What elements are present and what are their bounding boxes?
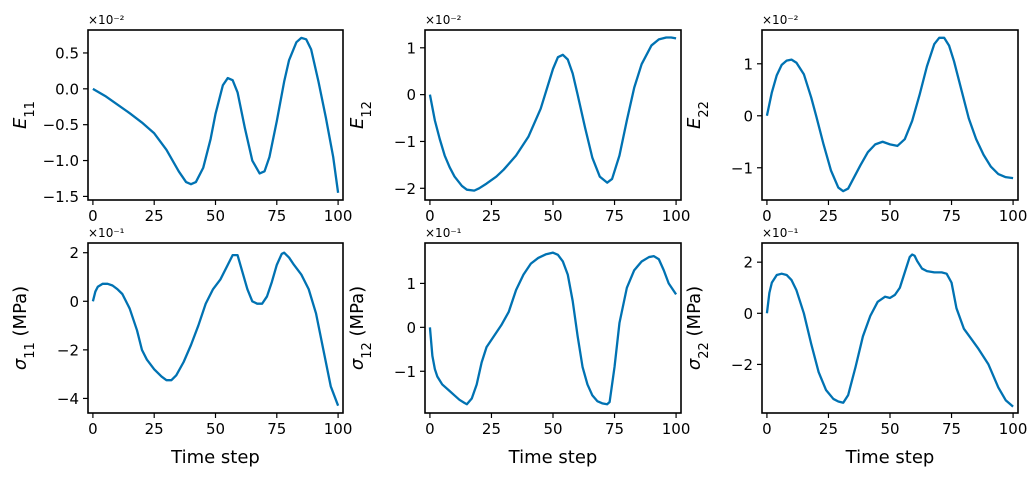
x-tick-label: 100 bbox=[324, 420, 353, 438]
x-tick-label: 25 bbox=[145, 207, 164, 225]
series-line bbox=[428, 251, 678, 406]
y-axis-label: E22 bbox=[684, 101, 712, 129]
x-tick-label: 0 bbox=[762, 207, 772, 225]
axis-multiplier-label: ×10⁻² bbox=[425, 13, 462, 27]
y-tick-label: 2 bbox=[69, 244, 79, 262]
x-axis-label: Time step bbox=[170, 447, 260, 468]
y-tick-label: 1 bbox=[406, 275, 416, 293]
x-tick-label: 50 bbox=[206, 207, 225, 225]
subplot-2: 0 25 50 75 100 −2 −1 0 1 ×10⁻² E12 bbox=[347, 13, 690, 225]
x-tick-label: 0 bbox=[88, 420, 98, 438]
series-line bbox=[428, 36, 677, 192]
y-axis-label: σ11 (MPa) bbox=[10, 286, 38, 370]
series-line bbox=[92, 36, 340, 193]
axis-multiplier-label: ×10⁻² bbox=[88, 13, 125, 27]
x-tick-label: 0 bbox=[425, 207, 435, 225]
x-tick-label: 25 bbox=[819, 420, 838, 438]
y-tick-label: 0.5 bbox=[55, 44, 79, 62]
y-axis-label: E12 bbox=[347, 101, 375, 129]
y-tick-label: 0 bbox=[406, 319, 416, 337]
y-tick-label: −2 bbox=[394, 180, 416, 198]
x-tick-label: 0 bbox=[88, 207, 98, 225]
y-tick-label: 0 bbox=[69, 293, 79, 311]
y-tick-label: 0 bbox=[406, 86, 416, 104]
x-tick-label: 100 bbox=[999, 420, 1028, 438]
series-line bbox=[765, 253, 1014, 408]
y-tick-label: −1 bbox=[394, 133, 416, 151]
axis-multiplier-label: ×10⁻² bbox=[762, 13, 799, 27]
x-tick-label: 25 bbox=[145, 420, 164, 438]
y-tick-label: −2 bbox=[731, 356, 753, 374]
subplot-5: 0 25 50 75 100 −1 0 1 ×10⁻¹ σ12 (MPa) Time step bbox=[347, 226, 690, 468]
axes-frame bbox=[761, 242, 1019, 414]
x-tick-label: 75 bbox=[605, 420, 624, 438]
x-tick-label: 75 bbox=[267, 420, 286, 438]
y-tick-label: 1 bbox=[406, 39, 416, 57]
y-tick-label: 2 bbox=[743, 254, 753, 272]
x-tick-label: 0 bbox=[425, 420, 435, 438]
y-tick-label: 0 bbox=[743, 305, 753, 323]
x-tick-label: 75 bbox=[267, 207, 286, 225]
x-tick-label: 50 bbox=[880, 420, 899, 438]
x-tick-label: 25 bbox=[482, 420, 501, 438]
subplot-3: 0 25 50 75 100 −1 0 1 ×10⁻² E22 bbox=[684, 13, 1027, 225]
subplot-6: 0 25 50 75 100 −2 0 2 ×10⁻¹ σ22 (MPa) Time step bbox=[684, 226, 1027, 468]
axis-multiplier-label: ×10⁻¹ bbox=[88, 226, 125, 240]
y-axis-label: σ22 (MPa) bbox=[684, 286, 712, 370]
y-tick-label: −2 bbox=[57, 341, 79, 359]
x-tick-label: 50 bbox=[543, 420, 562, 438]
x-tick-label: 100 bbox=[999, 207, 1028, 225]
y-axis-label: E11 bbox=[10, 101, 38, 129]
axes-frame bbox=[87, 242, 344, 414]
y-tick-label: 1 bbox=[743, 55, 753, 73]
y-tick-label: −1.5 bbox=[43, 188, 79, 206]
subplot-4: 0 25 50 75 100 −4 −2 0 2 ×10⁻¹ σ11 (MPa) Time step bbox=[10, 226, 352, 468]
y-tick-label: 0 bbox=[743, 107, 753, 125]
y-tick-label: −1 bbox=[731, 159, 753, 177]
series-line bbox=[91, 251, 340, 407]
x-axis-label: Time step bbox=[508, 447, 598, 468]
axes-frame bbox=[761, 29, 1019, 201]
axes-frame bbox=[424, 29, 682, 201]
y-tick-label: −4 bbox=[57, 390, 79, 408]
x-tick-label: 25 bbox=[819, 207, 838, 225]
x-tick-label: 100 bbox=[324, 207, 353, 225]
x-tick-label: 50 bbox=[206, 420, 225, 438]
y-tick-label: −0.5 bbox=[43, 116, 79, 134]
x-tick-label: 50 bbox=[543, 207, 562, 225]
axis-multiplier-label: ×10⁻¹ bbox=[762, 226, 799, 240]
x-tick-label: 100 bbox=[662, 420, 691, 438]
y-tick-label: −1.0 bbox=[43, 152, 79, 170]
x-axis-label: Time step bbox=[845, 447, 935, 468]
subplot-1: 0 25 50 75 100 −1.5 −1.0 −0.5 0.0 0.5 ×10⁻² E11 bbox=[10, 13, 352, 225]
x-tick-label: 100 bbox=[662, 207, 691, 225]
x-tick-label: 25 bbox=[482, 207, 501, 225]
axis-multiplier-label: ×10⁻¹ bbox=[425, 226, 462, 240]
series-line bbox=[765, 36, 1014, 193]
x-tick-label: 0 bbox=[762, 420, 772, 438]
x-tick-label: 50 bbox=[880, 207, 899, 225]
x-tick-label: 75 bbox=[942, 420, 961, 438]
y-tick-label: −1 bbox=[394, 363, 416, 381]
y-axis-label: σ12 (MPa) bbox=[347, 286, 375, 370]
x-tick-label: 75 bbox=[605, 207, 624, 225]
axes-frame bbox=[424, 242, 682, 414]
y-tick-label: 0.0 bbox=[55, 80, 79, 98]
x-tick-label: 75 bbox=[942, 207, 961, 225]
